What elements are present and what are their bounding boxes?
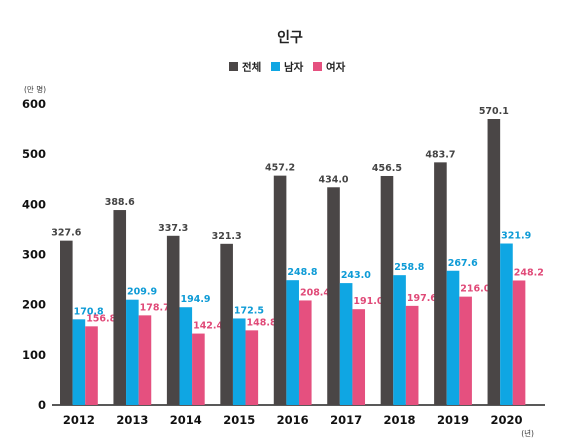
data-label: 172.5 [234,305,264,316]
data-label: 434.0 [318,174,348,185]
bar-여자-2016 [298,300,312,405]
data-label: 148.8 [247,317,277,328]
y-tick-label: 0 [38,398,46,412]
bar-남자-2020 [500,243,513,405]
bar-전체-2014 [166,235,180,405]
bar-남자-2012 [72,319,86,405]
data-label: 178.7 [140,302,170,313]
x-tick-label: 2017 [330,413,362,427]
legend-label-2: 여자 [326,61,346,74]
data-label: 142.4 [193,321,223,332]
data-label: 216.0 [460,284,490,295]
data-label: 570.1 [479,106,509,117]
legend: 전체 남자 여자 [229,61,346,74]
data-label: 457.2 [265,163,295,174]
bar-여자-2012 [85,326,98,405]
data-label: 209.9 [127,287,157,298]
bar-남자-2019 [446,270,460,405]
y-axis-ticks: 0 100 200 300 400 500 600 [22,97,46,412]
x-tick-label: 2020 [490,413,522,427]
bar-여자-2020 [512,280,526,405]
x-tick-label: 2018 [384,413,416,427]
x-tick-label: 2014 [170,413,202,427]
data-label: 258.8 [394,262,424,273]
data-label: 337.3 [158,223,188,234]
x-tick-label: 2013 [116,413,148,427]
data-label: 248.2 [514,267,544,278]
bar-남자-2016 [286,280,299,405]
data-label: 327.6 [51,228,81,239]
legend-label-1: 남자 [284,61,304,74]
data-label: 267.6 [448,258,478,269]
x-tick-label: 2019 [437,413,469,427]
y-tick-label: 400 [22,197,46,211]
bar-여자-2019 [459,296,472,405]
y-axis-unit: (만 명) [24,84,46,94]
legend-swatch-2 [313,62,322,71]
bar-여자-2018 [405,305,419,405]
bar-여자-2013 [138,315,152,405]
data-label: 483.7 [425,149,455,160]
x-tick-label: 2012 [63,413,95,427]
data-label: 156.8 [86,313,116,324]
bar-여자-2015 [245,330,259,405]
data-label: 456.5 [372,163,402,174]
legend-label-0: 전체 [242,61,261,74]
legend-swatch-1 [271,62,280,71]
bar-전체-2019 [434,162,447,405]
data-label: 243.0 [341,270,371,281]
y-tick-label: 300 [22,248,46,262]
bar-전체-2013 [113,210,127,405]
data-label: 194.9 [180,294,210,305]
data-label: 197.6 [407,293,437,304]
bar-남자-2013 [126,299,139,405]
chart-title: 인구 [277,29,303,46]
bar-남자-2017 [339,283,353,405]
data-label: 321.3 [212,231,242,242]
bar-남자-2014 [179,307,193,405]
bar-전체-2020 [487,118,501,406]
bar-전체-2012 [60,240,73,405]
data-label: 170.8 [74,306,104,317]
x-axis-ticks: 2012 2013 2014 2015 2016 2017 2018 2019 2020 [63,413,523,427]
y-tick-label: 200 [22,298,46,312]
data-label: 191.0 [353,296,383,307]
data-label: 321.9 [501,231,531,242]
bar-남자-2015 [232,318,246,405]
legend-swatch-0 [229,62,238,71]
bar-여자-2014 [192,333,205,405]
data-label: 248.8 [287,267,317,278]
bar-남자-2018 [393,275,406,405]
data-label: 208.4 [300,287,330,298]
bar-전체-2018 [380,175,394,405]
x-tick-label: 2016 [277,413,309,427]
bar-전체-2016 [273,175,287,405]
bar-전체-2015 [220,243,233,405]
bar-전체-2017 [327,187,340,405]
y-tick-label: 600 [22,97,46,111]
y-tick-label: 100 [22,348,46,362]
x-axis-unit: (년) [521,428,534,438]
x-tick-label: 2015 [223,413,255,427]
data-label: 388.6 [105,197,135,208]
y-tick-label: 500 [22,147,46,161]
bar-여자-2017 [352,309,366,405]
